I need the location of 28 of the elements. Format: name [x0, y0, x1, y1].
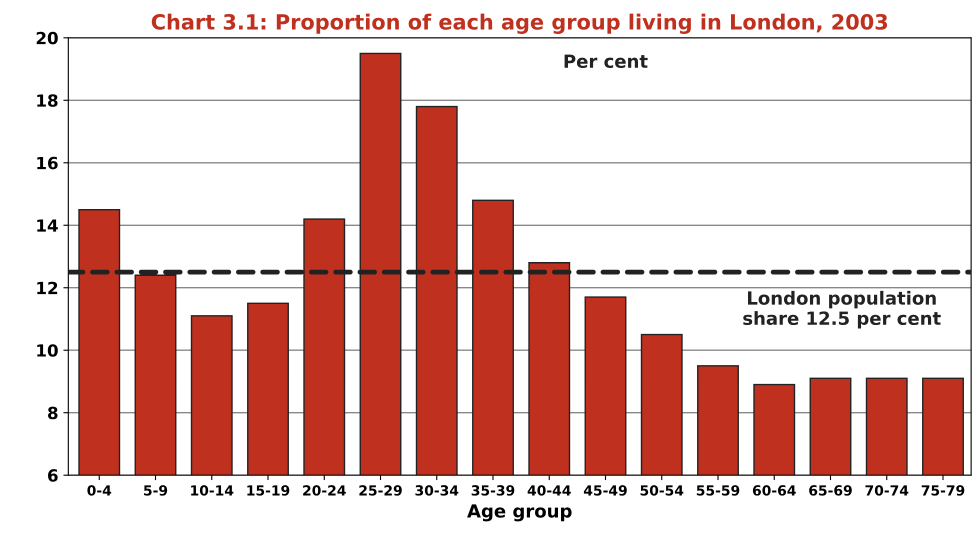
y-tick-label: 12 [37, 282, 58, 294]
x-tick-label: 45-49 [584, 485, 627, 496]
x-tick-label: 55-59 [696, 485, 740, 496]
annotation: Per cent [564, 54, 648, 68]
x-tick-label: 50-54 [640, 485, 684, 496]
x-tick-label: 40-44 [528, 485, 571, 496]
x-tick-label: 75-79 [922, 485, 964, 496]
x-tick-label: 65-69 [809, 485, 852, 496]
y-tick-label: 8 [48, 406, 58, 420]
x-axis-title: Age group [467, 504, 572, 522]
x-tick-label: 10-14 [191, 485, 234, 496]
ref-line-label: London population share 12.5 per cent [743, 290, 941, 329]
x-tick-label: 70-74 [865, 485, 908, 496]
x-tick-label: 35-39 [472, 485, 514, 496]
x-tick-label: 20-24 [303, 485, 346, 496]
chart-title: Chart 3.1: Proportion of each age group living in London, 2003 [152, 14, 888, 34]
y-tick-label: 16 [37, 156, 58, 170]
y-tick-label: 18 [37, 94, 58, 107]
x-tick-label: 0-4 [87, 485, 112, 496]
x-tick-label: 60-64 [752, 485, 796, 496]
x-tick-label: 30-34 [415, 485, 458, 496]
x-tick-label: 5-9 [144, 485, 168, 496]
y-tick-label: 6 [48, 469, 58, 482]
x-tick-label: 15-19 [247, 485, 290, 496]
y-tick-label: 10 [37, 344, 58, 357]
x-tick-label: 25-29 [359, 485, 402, 496]
y-tick-label: 20 [36, 32, 58, 44]
y-tick-label: 14 [37, 219, 58, 232]
